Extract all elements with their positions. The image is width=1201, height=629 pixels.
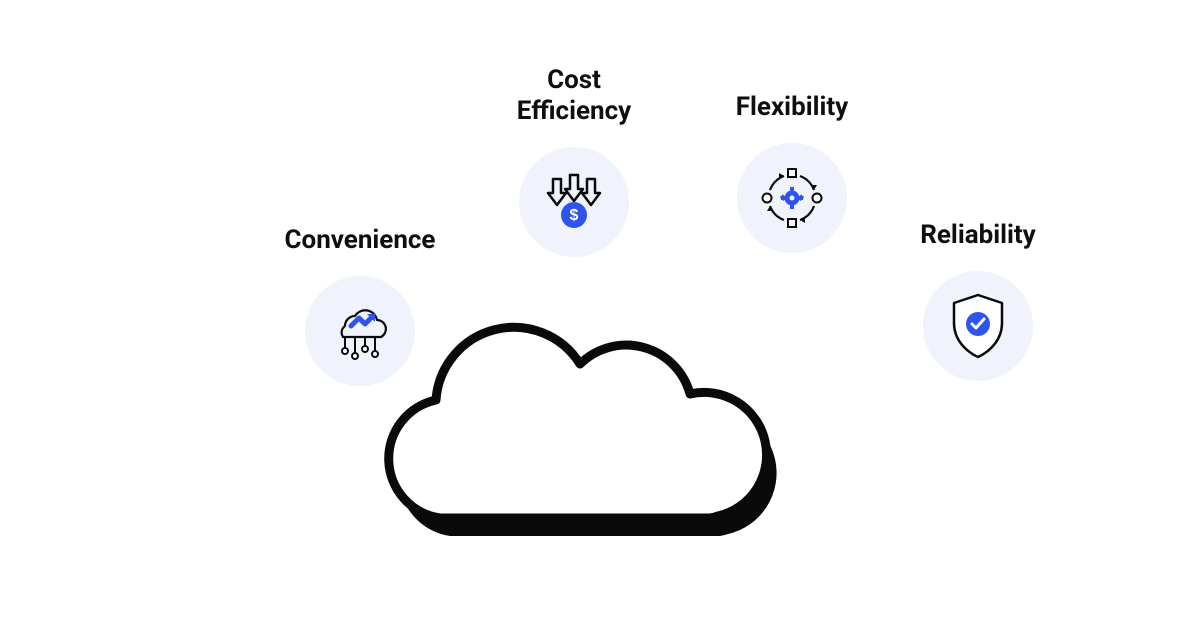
shield-check-icon [923,271,1033,381]
label-reliability: Reliability [920,220,1036,251]
label-convenience: Convenience [285,225,436,256]
label-cost-efficiency: Cost Efficiency [517,65,631,127]
feature-cost-efficiency: Cost Efficiency $ [484,65,664,257]
label-flexibility: Flexibility [736,92,848,123]
feature-reliability: Reliability [888,220,1068,381]
svg-text:$: $ [570,207,579,224]
central-cloud-icon [370,270,810,564]
dollar-arrows-down-icon: $ [519,147,629,257]
feature-flexibility: Flexibility [702,92,882,253]
gear-cycle-icon [737,143,847,253]
